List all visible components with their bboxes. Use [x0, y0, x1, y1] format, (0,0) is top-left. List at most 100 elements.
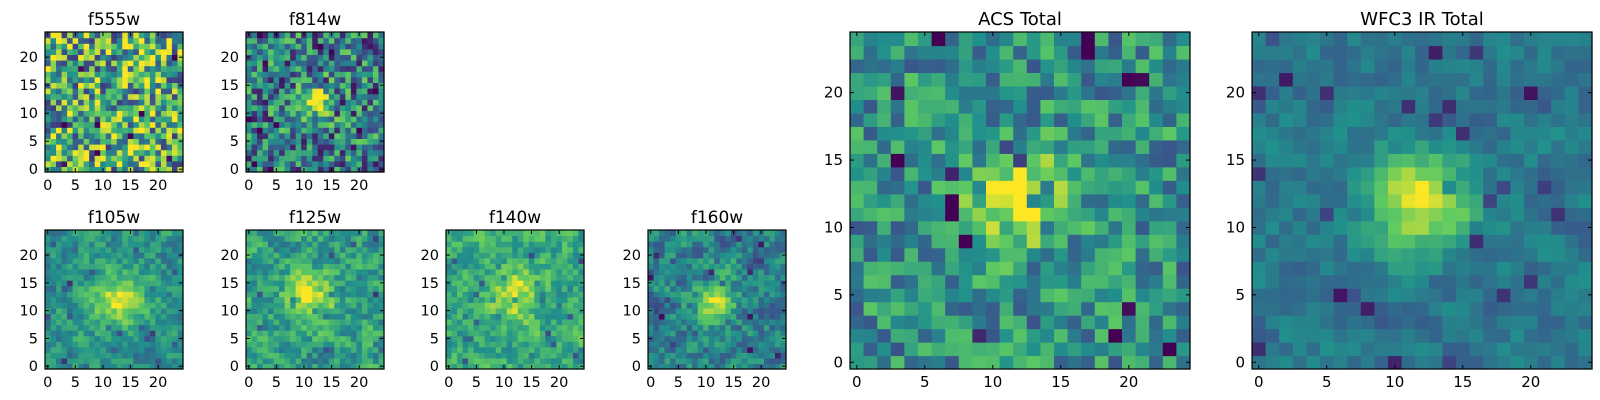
heatmap-cell	[45, 346, 52, 353]
heatmap-cell	[1374, 180, 1389, 195]
heatmap-cell	[89, 93, 96, 100]
heatmap-cell	[708, 252, 715, 259]
heatmap-cell	[171, 285, 179, 292]
heatmap-cell	[323, 104, 330, 111]
heatmap-cell	[1135, 72, 1150, 87]
heatmap-cell	[692, 280, 699, 287]
heatmap-cell	[345, 110, 352, 117]
heatmap-cell	[451, 335, 458, 342]
heatmap-cell	[675, 263, 682, 270]
heatmap-cell	[72, 155, 79, 162]
heatmap-cell	[1013, 274, 1028, 289]
heatmap-cell	[736, 307, 743, 314]
heatmap-cell	[501, 296, 508, 303]
heatmap-cell	[356, 82, 363, 89]
heatmap-cell	[372, 76, 380, 83]
heatmap-cell	[100, 54, 107, 61]
heatmap-cell	[138, 346, 145, 353]
heatmap-cell	[769, 307, 776, 314]
heatmap-cell	[350, 32, 357, 39]
heatmap-cell	[339, 241, 346, 248]
heatmap-cell	[339, 357, 346, 365]
heatmap-cell	[1456, 274, 1471, 289]
heatmap-cell	[1456, 342, 1471, 357]
heatmap-cell	[334, 307, 341, 314]
heatmap-cell	[144, 263, 151, 270]
heatmap-cell	[251, 138, 258, 145]
heatmap-cell	[675, 246, 682, 253]
heatmap-cell	[1040, 180, 1055, 195]
heatmap-cell	[138, 280, 145, 287]
heatmap-cell	[730, 318, 737, 326]
heatmap-cell	[561, 335, 569, 342]
heatmap-cell	[312, 132, 319, 139]
heatmap-cell	[72, 235, 79, 242]
heatmap-cell	[100, 37, 107, 44]
heatmap-cell	[462, 241, 469, 248]
heatmap-cell	[345, 313, 352, 320]
heatmap-cell	[149, 65, 156, 72]
heatmap-cell	[692, 346, 699, 353]
heatmap-cell	[863, 32, 878, 47]
heatmap-cell	[1094, 247, 1109, 262]
heatmap-cell	[268, 335, 275, 342]
heatmap-cell	[144, 155, 151, 162]
heatmap-cell	[273, 280, 280, 287]
heatmap-cell	[301, 296, 308, 303]
heatmap-cell	[719, 324, 726, 331]
heatmap-cell	[561, 285, 569, 292]
heatmap-cell	[692, 274, 699, 281]
heatmap-cell	[1013, 45, 1028, 60]
heatmap-cell	[863, 112, 878, 127]
heatmap-cell	[116, 155, 123, 162]
heatmap-cell	[877, 247, 892, 262]
heatmap-cell	[774, 341, 782, 348]
heatmap-cell	[122, 99, 129, 106]
heatmap-cell	[251, 88, 258, 95]
heatmap-cell	[468, 313, 475, 320]
heatmap-cell	[1176, 234, 1191, 249]
heatmap-cell	[747, 263, 754, 270]
heatmap-cell	[1510, 207, 1525, 222]
heatmap-cell	[512, 268, 519, 276]
heatmap-cell	[116, 357, 123, 365]
heatmap-cell	[752, 341, 759, 348]
heatmap-cell	[490, 274, 497, 281]
heatmap-cell	[78, 313, 85, 320]
heatmap-cell	[116, 307, 123, 314]
heatmap-cell	[361, 296, 369, 303]
heatmap-cell	[105, 241, 112, 248]
heatmap-cell	[306, 99, 313, 106]
heatmap-cell	[1040, 139, 1055, 154]
heatmap-cell	[736, 302, 743, 309]
x-tick-label: 0	[852, 373, 862, 391]
heatmap-cell	[361, 88, 369, 95]
heatmap-cell	[1252, 180, 1267, 195]
heatmap-cell	[56, 263, 63, 270]
heatmap-cell	[972, 355, 987, 370]
heatmap-cell	[517, 363, 524, 370]
heatmap-cell	[111, 235, 118, 242]
heatmap-cell	[714, 363, 721, 370]
heatmap-cell	[89, 318, 96, 326]
heatmap-cell	[290, 60, 297, 67]
heatmap-cell	[284, 65, 291, 72]
heatmap-cell	[61, 341, 68, 348]
heatmap-cell	[323, 32, 330, 39]
heatmap-cell	[262, 268, 269, 276]
heatmap-cell	[473, 357, 480, 365]
heatmap-cell	[958, 166, 973, 181]
heatmap-cell	[1401, 274, 1416, 289]
heatmap-cell	[451, 324, 458, 331]
heatmap-cell	[61, 324, 68, 331]
heatmap-cell	[1265, 261, 1280, 276]
heatmap-cell	[138, 352, 145, 359]
heatmap-cell	[752, 307, 759, 314]
heatmap-cell	[78, 99, 85, 106]
heatmap-cell	[317, 155, 324, 162]
heatmap-cell	[301, 93, 308, 100]
heatmap-cell	[116, 313, 123, 320]
heatmap-cell	[61, 138, 68, 145]
heatmap-cell	[1067, 193, 1082, 208]
